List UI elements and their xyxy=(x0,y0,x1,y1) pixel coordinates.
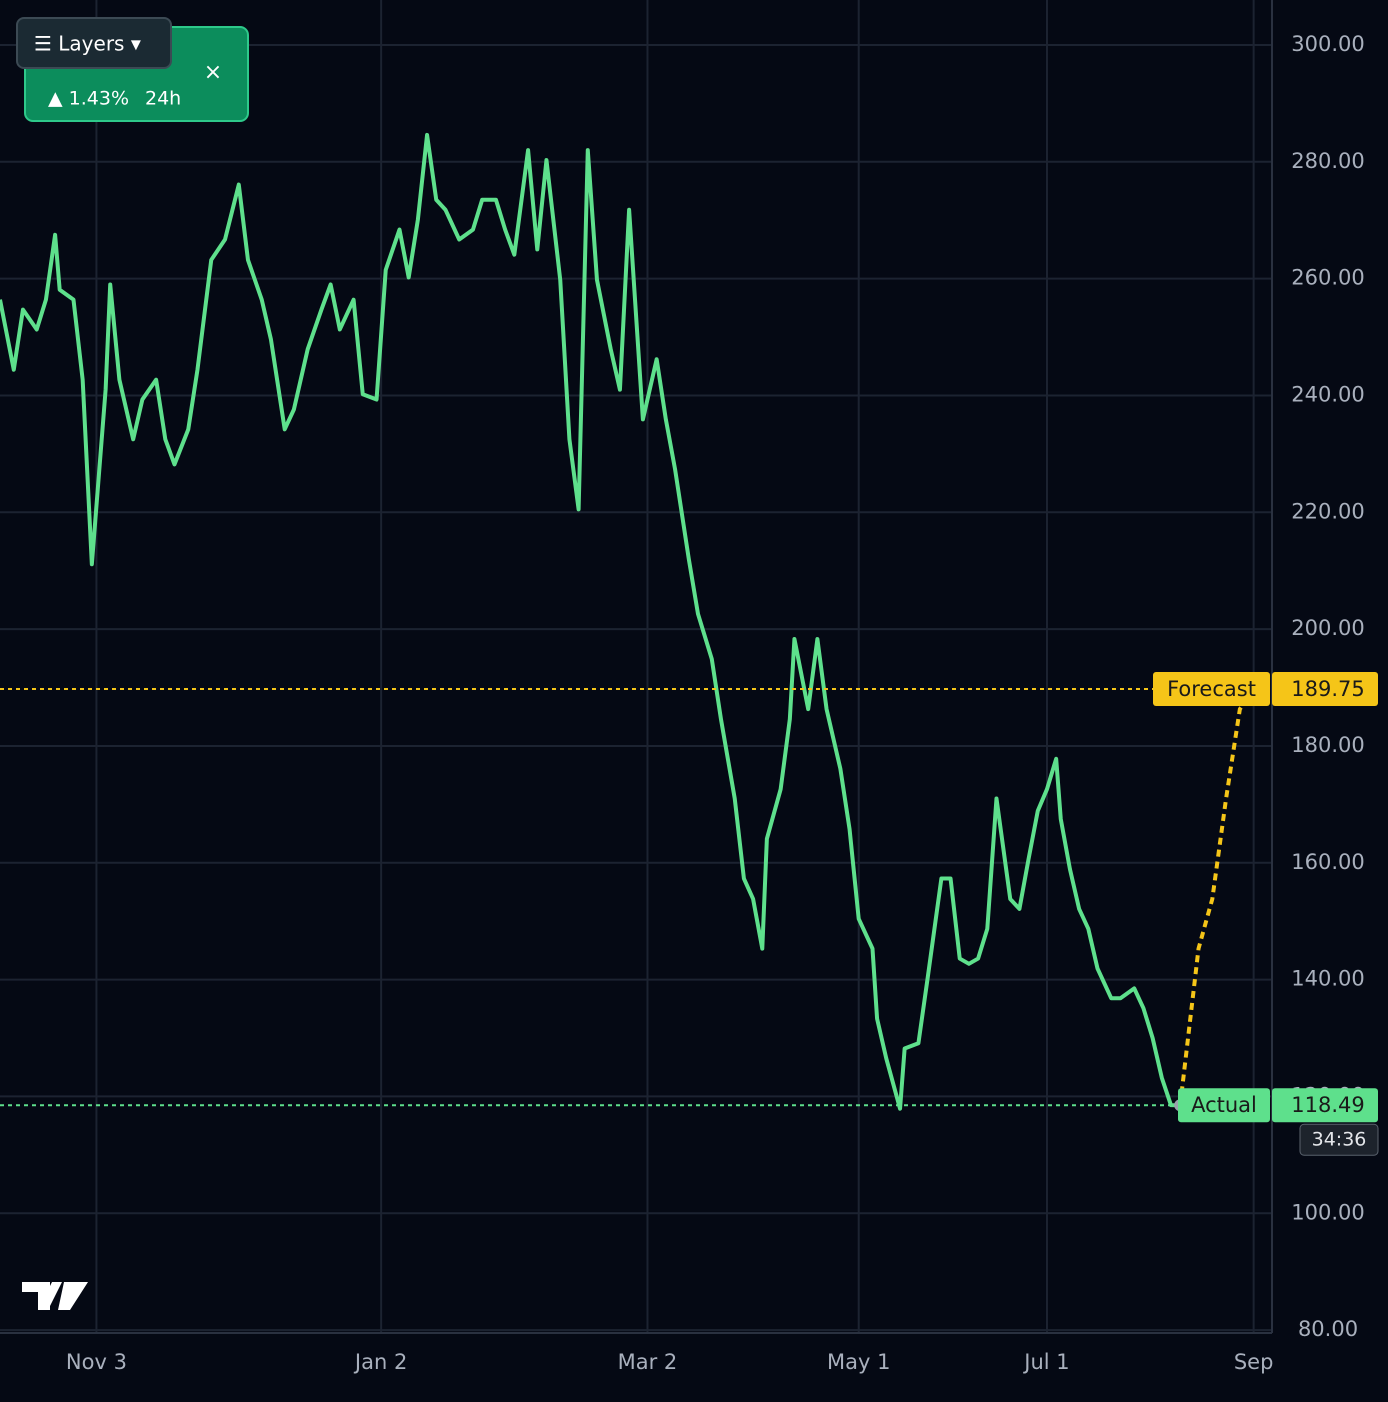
layers-box xyxy=(16,17,172,69)
x-tick-label: Nov 3 xyxy=(66,1350,127,1374)
price-tag xyxy=(1272,671,1378,706)
y-tick-label: 160.00 xyxy=(1291,850,1364,874)
layers-label[interactable]: ☰ Layers ▾ xyxy=(34,32,141,56)
price-level-label: Forecast xyxy=(1167,677,1256,701)
x-tick-label: Jan 2 xyxy=(353,1350,407,1374)
price-level-label: Actual xyxy=(1191,1093,1257,1117)
y-tick-label: 280.00 xyxy=(1291,149,1364,173)
period: 24h xyxy=(145,88,181,110)
countdown: 34:36 xyxy=(1312,1129,1367,1151)
price-tag-label: 189.75 xyxy=(1291,677,1364,701)
logo-mark xyxy=(22,1282,88,1310)
y-tick-label: 260.00 xyxy=(1291,266,1364,290)
close-button[interactable]: × xyxy=(204,60,222,85)
y-tick-label: 200.00 xyxy=(1291,616,1364,640)
y-tick-label: 240.00 xyxy=(1291,382,1364,406)
logo xyxy=(22,1282,88,1310)
price-tag-label: 118.49 xyxy=(1291,1093,1364,1117)
countdown-box xyxy=(1299,1123,1379,1156)
x-tick-label: May 1 xyxy=(827,1350,890,1374)
x-tick-label: Jul 1 xyxy=(1022,1350,1069,1374)
y-tick-label: 80.00 xyxy=(1298,1317,1358,1341)
price-level-tag xyxy=(1153,671,1270,706)
price-line xyxy=(0,132,1181,1111)
y-tick-label: 100.00 xyxy=(1291,1200,1364,1224)
x-tick-label: Sep xyxy=(1234,1350,1274,1374)
price-level-tag xyxy=(1178,1088,1270,1123)
y-tick-label: 140.00 xyxy=(1291,967,1364,991)
x-tick-label: Mar 2 xyxy=(618,1350,678,1374)
change: ▲ 1.43% xyxy=(48,88,129,110)
y-tick-label: 300.00 xyxy=(1291,32,1364,56)
layers-button[interactable]: ☰ Layers ▾ xyxy=(16,17,172,69)
y-tick-label: 220.00 xyxy=(1291,499,1364,523)
y-tick-label: 180.00 xyxy=(1291,733,1364,757)
price-tag xyxy=(1272,1088,1378,1123)
